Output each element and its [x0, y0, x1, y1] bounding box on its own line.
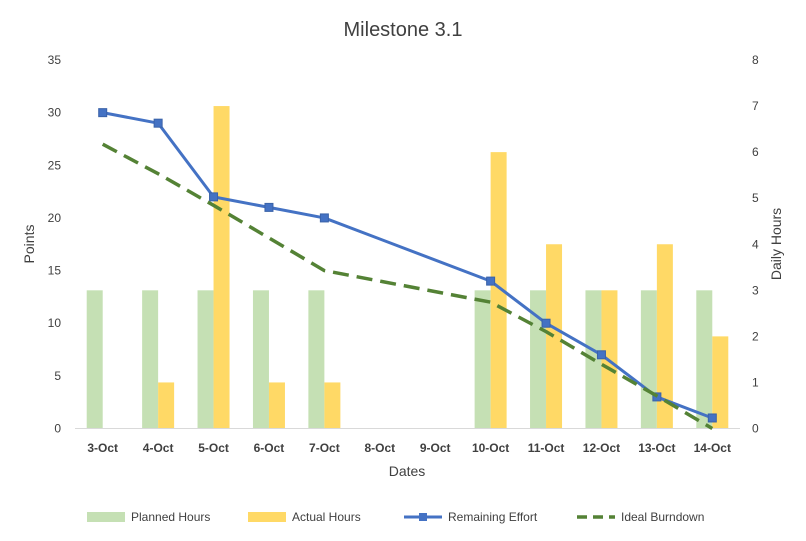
- y-right-tick-label: 7: [752, 99, 759, 113]
- marker-remaining-effort: [209, 192, 219, 202]
- marker-remaining-effort: [541, 318, 551, 328]
- bar-planned-hours: [640, 290, 657, 429]
- legend-swatch-planned-hours: [87, 512, 125, 522]
- marker-remaining-effort: [486, 276, 496, 286]
- y-left-tick-label: 0: [54, 422, 61, 436]
- bar-actual-hours: [158, 382, 175, 429]
- marker-remaining-effort: [153, 118, 163, 128]
- bar-actual-hours: [712, 336, 729, 429]
- bar-actual-hours: [268, 382, 285, 429]
- y-axis-left-ticks: 0 5 10 15 20 25 30 35: [48, 53, 62, 436]
- legend-marker-remaining-effort: [419, 513, 427, 521]
- marker-remaining-effort: [707, 413, 717, 423]
- y-left-tick-label: 10: [48, 316, 62, 330]
- legend: Planned Hours Actual Hours Remaining Effor…: [87, 510, 704, 524]
- chart-title: Milestone 3.1: [344, 19, 463, 41]
- x-tick-label: 11-Oct: [528, 441, 565, 455]
- y-right-tick-label: 2: [752, 329, 759, 343]
- y-left-tick-label: 30: [48, 106, 62, 120]
- x-tick-label: 5-Oct: [198, 441, 229, 455]
- y-left-tick-label: 20: [48, 211, 62, 225]
- bar-actual-hours: [490, 152, 507, 429]
- x-tick-label: 12-Oct: [583, 441, 620, 455]
- bar-actual-hours: [324, 382, 341, 429]
- legend-swatch-actual-hours: [248, 512, 286, 522]
- bar-planned-hours: [197, 290, 214, 429]
- marker-remaining-effort: [98, 108, 108, 118]
- bar-actual-hours: [213, 106, 230, 429]
- x-axis-ticks: 3-Oct 4-Oct 5-Oct 6-Oct 7-Oct 8-Oct 9-Oct 10-Oc…: [87, 441, 731, 455]
- legend-label-ideal-burndown: Ideal Burndown: [621, 510, 704, 524]
- line-ideal-burndown: [101, 142, 714, 431]
- x-tick-label: 7-Oct: [309, 441, 340, 455]
- x-tick-label: 9-Oct: [420, 441, 451, 455]
- marker-remaining-effort: [319, 213, 329, 223]
- y-axis-left-title: Points: [21, 225, 37, 264]
- x-tick-label: 4-Oct: [143, 441, 174, 455]
- x-tick-label: 6-Oct: [254, 441, 285, 455]
- y-axis-right-ticks: 0 1 2 3 4 5 6 7 8: [752, 53, 759, 436]
- y-right-tick-label: 1: [752, 375, 759, 389]
- x-axis-title: Dates: [389, 463, 426, 479]
- line-remaining-effort: [102, 111, 713, 420]
- x-tick-label: 8-Oct: [364, 441, 395, 455]
- legend-label-actual-hours: Actual Hours: [292, 510, 361, 524]
- x-tick-label: 14-Oct: [694, 441, 731, 455]
- x-tick-label: 3-Oct: [87, 441, 118, 455]
- bar-planned-hours: [474, 290, 491, 429]
- y-right-tick-label: 0: [752, 422, 759, 436]
- y-right-tick-label: 5: [752, 191, 759, 205]
- marker-remaining-effort: [264, 202, 274, 212]
- bar-actual-hours: [546, 244, 563, 429]
- x-tick-label: 13-Oct: [638, 441, 675, 455]
- bar-planned-hours: [142, 290, 159, 429]
- y-right-tick-label: 6: [752, 145, 759, 159]
- y-left-tick-label: 15: [48, 264, 62, 278]
- lines-group: [98, 108, 717, 431]
- y-right-tick-label: 3: [752, 283, 759, 297]
- marker-remaining-effort: [596, 350, 606, 360]
- legend-label-planned-hours: Planned Hours: [131, 510, 210, 524]
- x-tick-label: 10-Oct: [472, 441, 509, 455]
- bar-planned-hours: [308, 290, 325, 429]
- y-left-tick-label: 35: [48, 53, 62, 67]
- bar-planned-hours: [86, 290, 103, 429]
- y-axis-right-title: Daily Hours: [768, 208, 784, 280]
- y-left-tick-label: 5: [54, 369, 61, 383]
- y-right-tick-label: 8: [752, 53, 759, 67]
- bar-planned-hours: [696, 290, 713, 429]
- legend-label-remaining-effort: Remaining Effort: [448, 510, 538, 524]
- y-right-tick-label: 4: [752, 237, 759, 251]
- bar-actual-hours: [656, 244, 673, 429]
- bar-planned-hours: [252, 290, 269, 429]
- y-left-tick-label: 25: [48, 158, 62, 172]
- bars-group: [86, 106, 729, 429]
